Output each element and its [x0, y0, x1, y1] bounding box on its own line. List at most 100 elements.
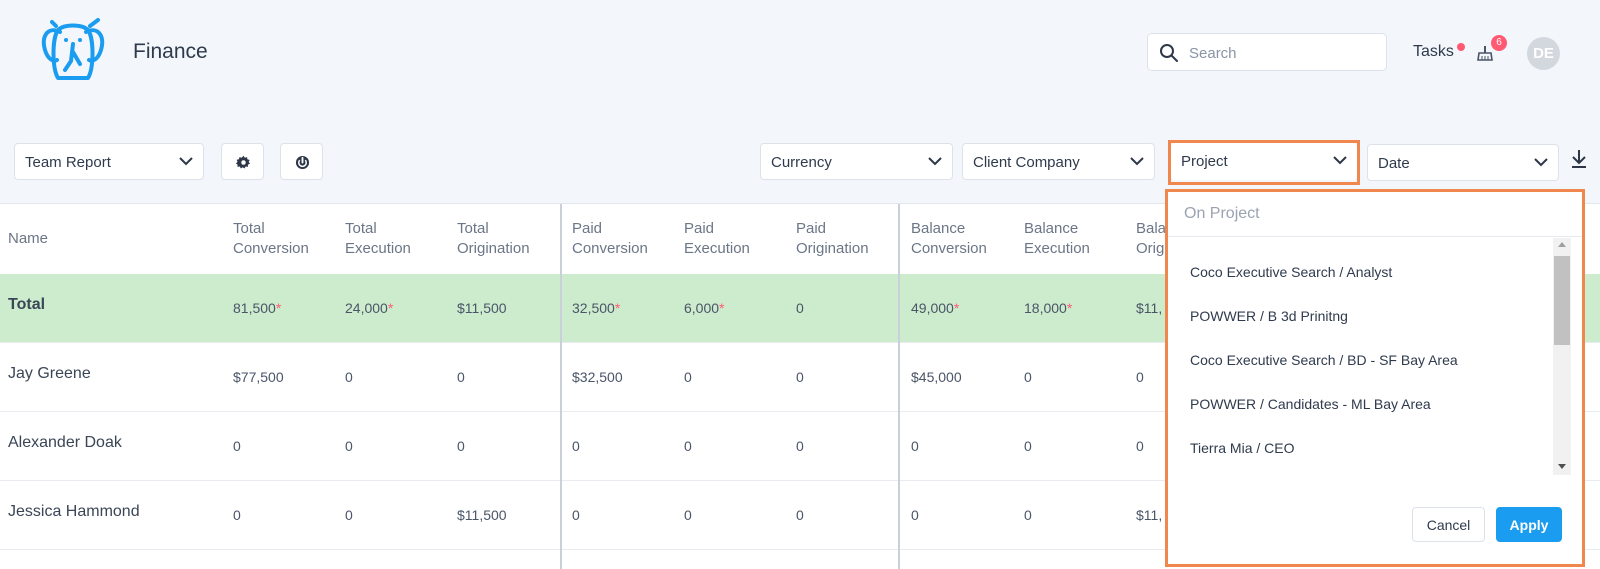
project-filter[interactable]: Project [1171, 143, 1357, 180]
currency-filter[interactable]: Currency [760, 143, 953, 180]
project-filter-label: Project [1181, 153, 1228, 170]
column-header-balance-conversion[interactable]: Balance Conversion [911, 220, 987, 257]
date-filter[interactable]: Date [1367, 144, 1559, 181]
report-select-label: Team Report [25, 154, 111, 171]
column-header-total-conversion[interactable]: Total Conversion [233, 220, 309, 257]
column-group-divider [560, 204, 562, 569]
table-row[interactable]: Alexander Doak 0 0 0 0 0 0 0 0 0 [0, 412, 1600, 481]
chevron-down-icon [1534, 158, 1548, 167]
table-cell: 0 [684, 507, 692, 523]
table-cell: 0 [1024, 438, 1032, 454]
table-cell: $32,500 [572, 369, 623, 385]
table-cell: 0 [457, 369, 465, 385]
tasks-link[interactable]: Tasks [1413, 43, 1454, 60]
chevron-down-icon [1333, 156, 1347, 165]
currency-filter-label: Currency [771, 154, 832, 171]
search-box[interactable] [1147, 33, 1387, 71]
table-cell: 32,500* [572, 300, 621, 316]
row-name: Jay Greene [8, 365, 91, 382]
table-cell: 0 [345, 507, 353, 523]
table-cell: 0 [684, 369, 692, 385]
chevron-down-icon [928, 157, 942, 166]
avatar[interactable]: DE [1527, 37, 1560, 70]
project-dropdown-panel: Coco Executive Search / Analyst POWWER /… [1165, 189, 1585, 567]
table-cell: 0 [345, 438, 353, 454]
project-option[interactable]: POWWER / Candidates - ML Bay Area [1190, 396, 1431, 412]
page-title: Finance [133, 40, 208, 63]
table-cell: 24,000* [345, 300, 394, 316]
table-cell: $11, [1136, 300, 1163, 316]
project-option[interactable]: Tierra Mia / CEO [1190, 440, 1295, 456]
project-search-box[interactable] [1168, 192, 1582, 237]
column-header-total-origination[interactable]: Total Origination [457, 220, 530, 257]
column-header-paid-conversion[interactable]: Paid Conversion [572, 220, 648, 257]
table-cell: 0 [1136, 369, 1144, 385]
table-cell: 0 [457, 438, 465, 454]
refresh-button[interactable] [280, 143, 323, 180]
scroll-down-arrow-icon[interactable] [1558, 464, 1566, 469]
settings-button[interactable] [221, 143, 264, 180]
power-refresh-icon [295, 155, 310, 170]
project-option[interactable]: Coco Executive Search / BD - SF Bay Area [1190, 352, 1458, 368]
tasks-alert-dot [1457, 43, 1465, 51]
table-cell: 0 [233, 438, 241, 454]
client-company-filter[interactable]: Client Company [962, 143, 1155, 180]
search-icon [1160, 44, 1178, 62]
cancel-button[interactable]: Cancel [1412, 507, 1485, 542]
row-name: Jessica Hammond [8, 503, 140, 520]
column-header-paid-execution[interactable]: Paid Execution [684, 220, 750, 257]
column-header-total-execution[interactable]: Total Execution [345, 220, 411, 257]
table-cell: $77,500 [233, 369, 284, 385]
table-cell: $11,500 [457, 300, 507, 316]
table-cell: 0 [796, 300, 804, 316]
table-cell: 81,500* [233, 300, 282, 316]
project-filter-highlight [1168, 140, 1360, 185]
scroll-thumb[interactable] [1554, 256, 1570, 345]
table-row[interactable]: Jay Greene $77,500 0 0 $32,500 0 0 $45,0… [0, 343, 1600, 412]
scroll-up-arrow-icon[interactable] [1558, 242, 1566, 247]
table-cell: $11, [1136, 507, 1163, 523]
notification-count-badge: 6 [1491, 35, 1507, 51]
row-name: Total [8, 296, 46, 313]
client-company-filter-label: Client Company [973, 154, 1080, 171]
project-option[interactable]: POWWER / B 3d Prinitng [1190, 308, 1348, 324]
table-cell: 0 [572, 438, 580, 454]
search-input[interactable] [1189, 42, 1379, 64]
column-group-divider [898, 204, 900, 569]
app-header: Finance Tasks 6 DE [0, 0, 1600, 104]
column-header-balance-execution[interactable]: Balance Execution [1024, 220, 1090, 257]
table-cell: 0 [572, 507, 580, 523]
table-cell: 6,000* [684, 300, 725, 316]
elephant-logo-icon[interactable] [38, 16, 108, 88]
column-header-paid-origination[interactable]: Paid Origination [796, 220, 869, 257]
notification-broom-icon[interactable] [1476, 45, 1494, 66]
table-cell: 0 [796, 369, 804, 385]
table-cell: 49,000* [911, 300, 960, 316]
project-list-scrollbar[interactable] [1553, 238, 1571, 475]
table-cell: 0 [233, 507, 241, 523]
table-cell: 0 [1024, 369, 1032, 385]
table-cell: 18,000* [1024, 300, 1073, 316]
column-header-balance-origination[interactable]: Bala Orig [1136, 220, 1167, 257]
chevron-down-icon [179, 157, 193, 166]
table-cell: 0 [796, 438, 804, 454]
chevron-down-icon [1130, 157, 1144, 166]
table-cell: 0 [796, 507, 804, 523]
project-option[interactable]: Coco Executive Search / Analyst [1190, 264, 1393, 280]
table-cell: $45,000 [911, 369, 962, 385]
project-options-list: Coco Executive Search / Analyst POWWER /… [1168, 238, 1568, 478]
report-select[interactable]: Team Report [14, 143, 204, 180]
table-cell: $11,500 [457, 507, 507, 523]
table-cell: 0 [345, 369, 353, 385]
date-filter-label: Date [1378, 155, 1410, 172]
project-search-input[interactable] [1184, 202, 1544, 226]
download-icon[interactable] [1570, 149, 1588, 174]
gear-icon [236, 155, 251, 169]
column-header-name[interactable]: Name [8, 230, 49, 247]
table-cell: 0 [911, 507, 919, 523]
table-cell: 0 [1136, 438, 1144, 454]
row-name: Alexander Doak [8, 434, 122, 451]
table-row[interactable]: Jessica Hammond 0 0 $11,500 0 0 0 0 0 $1… [0, 481, 1600, 550]
apply-button[interactable]: Apply [1496, 507, 1562, 542]
table-cell: 0 [1024, 507, 1032, 523]
